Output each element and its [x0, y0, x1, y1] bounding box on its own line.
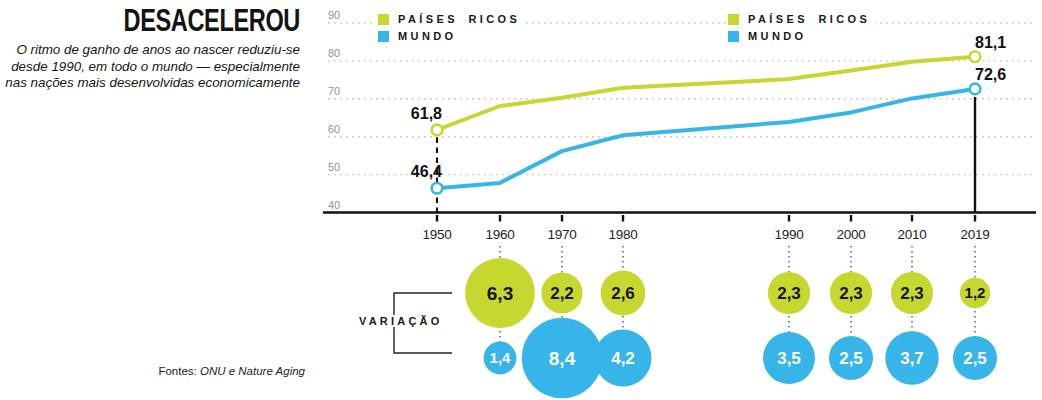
legend-label: MUNDO — [398, 30, 457, 42]
y-tick-label: 40 — [328, 199, 340, 211]
rich-swatch-icon — [728, 14, 739, 25]
legend-item-paises-ricos: PAÍSES RICOS — [378, 13, 520, 25]
bubble-value-label: 2,5 — [963, 349, 987, 368]
start-value-label: 61,8 — [411, 105, 442, 122]
x-tick-label: 2010 — [898, 227, 927, 242]
legend-item-mundo: MUNDO — [728, 30, 870, 42]
end-value-label: 81,1 — [975, 34, 1006, 51]
variation-label: VARIAÇÃO — [356, 315, 445, 327]
subtitle-line: O ritmo de ganho de anos ao nascer reduz… — [0, 42, 300, 59]
source-credit: Fontes: ONU e Nature Aging — [0, 365, 305, 377]
legend-item-paises-ricos: PAÍSES RICOS — [728, 13, 870, 25]
bubble-value-label: 2,3 — [900, 284, 924, 303]
end-point-marker — [970, 84, 981, 95]
x-tick-label: 1980 — [609, 227, 638, 242]
legend-right: PAÍSES RICOS MUNDO — [726, 11, 875, 49]
legend-item-mundo: MUNDO — [378, 30, 520, 42]
x-tick-label: 1970 — [548, 227, 577, 242]
world-swatch-icon — [378, 31, 389, 42]
world-swatch-icon — [728, 31, 739, 42]
y-tick-label: 60 — [328, 123, 340, 135]
header-block: DESACELEROU O ritmo de ganho de anos ao … — [0, 5, 300, 92]
start-value-label: 46,4 — [411, 163, 442, 180]
start-point-marker — [432, 183, 443, 194]
bubble-value-label: 2,3 — [839, 284, 863, 303]
legend-label: MUNDO — [748, 30, 807, 42]
source-names: ONU e Nature Aging — [200, 365, 305, 377]
subtitle-line: nas nações mais desenvolvidas economicam… — [0, 75, 300, 92]
chart-subtitle: O ritmo de ganho de anos ao nascer reduz… — [0, 42, 300, 92]
bubble-value-label: 2,5 — [839, 349, 863, 368]
legend-label: PAÍSES RICOS — [398, 13, 520, 25]
y-tick-label: 90 — [328, 9, 340, 21]
bubble-value-label: 2,2 — [550, 284, 574, 303]
source-prefix: Fontes: — [158, 365, 200, 377]
rich-swatch-icon — [378, 14, 389, 25]
x-tick-label: 1960 — [486, 227, 515, 242]
bubble-value-label: 8,4 — [549, 348, 576, 369]
y-tick-label: 80 — [328, 47, 340, 59]
x-tick-label: 1950 — [423, 227, 452, 242]
bubble-value-label: 1,4 — [490, 349, 512, 366]
y-tick-label: 50 — [328, 161, 340, 173]
infographic-canvas: 40 50 60 70 80 90 1950 1960 1970 1980 1990 2000 2010… — [0, 0, 1042, 400]
y-tick-label: 70 — [328, 85, 340, 97]
bubble-value-label: 3,7 — [900, 349, 924, 368]
legend-label: PAÍSES RICOS — [748, 13, 870, 25]
bubble-value-label: 4,2 — [611, 349, 635, 368]
end-point-marker — [970, 51, 981, 62]
bubble-value-label: 1,2 — [965, 284, 986, 301]
x-tick-label: 2019 — [961, 227, 990, 242]
bubble-value-label: 3,5 — [777, 349, 801, 368]
trend-line — [437, 57, 975, 130]
bubble-value-label: 2,6 — [611, 284, 635, 303]
bubble-value-label: 6,3 — [487, 283, 513, 304]
legend-left: PAÍSES RICOS MUNDO — [376, 11, 525, 49]
page-title: DESACELEROU — [72, 5, 300, 36]
x-tick-label: 2000 — [837, 227, 866, 242]
subtitle-line: desde 1990, em todo o mundo — especialme… — [0, 59, 300, 76]
bubble-value-label: 2,3 — [777, 284, 801, 303]
start-point-marker — [432, 125, 443, 136]
x-tick-label: 1990 — [775, 227, 804, 242]
end-value-label: 72,6 — [975, 66, 1006, 83]
